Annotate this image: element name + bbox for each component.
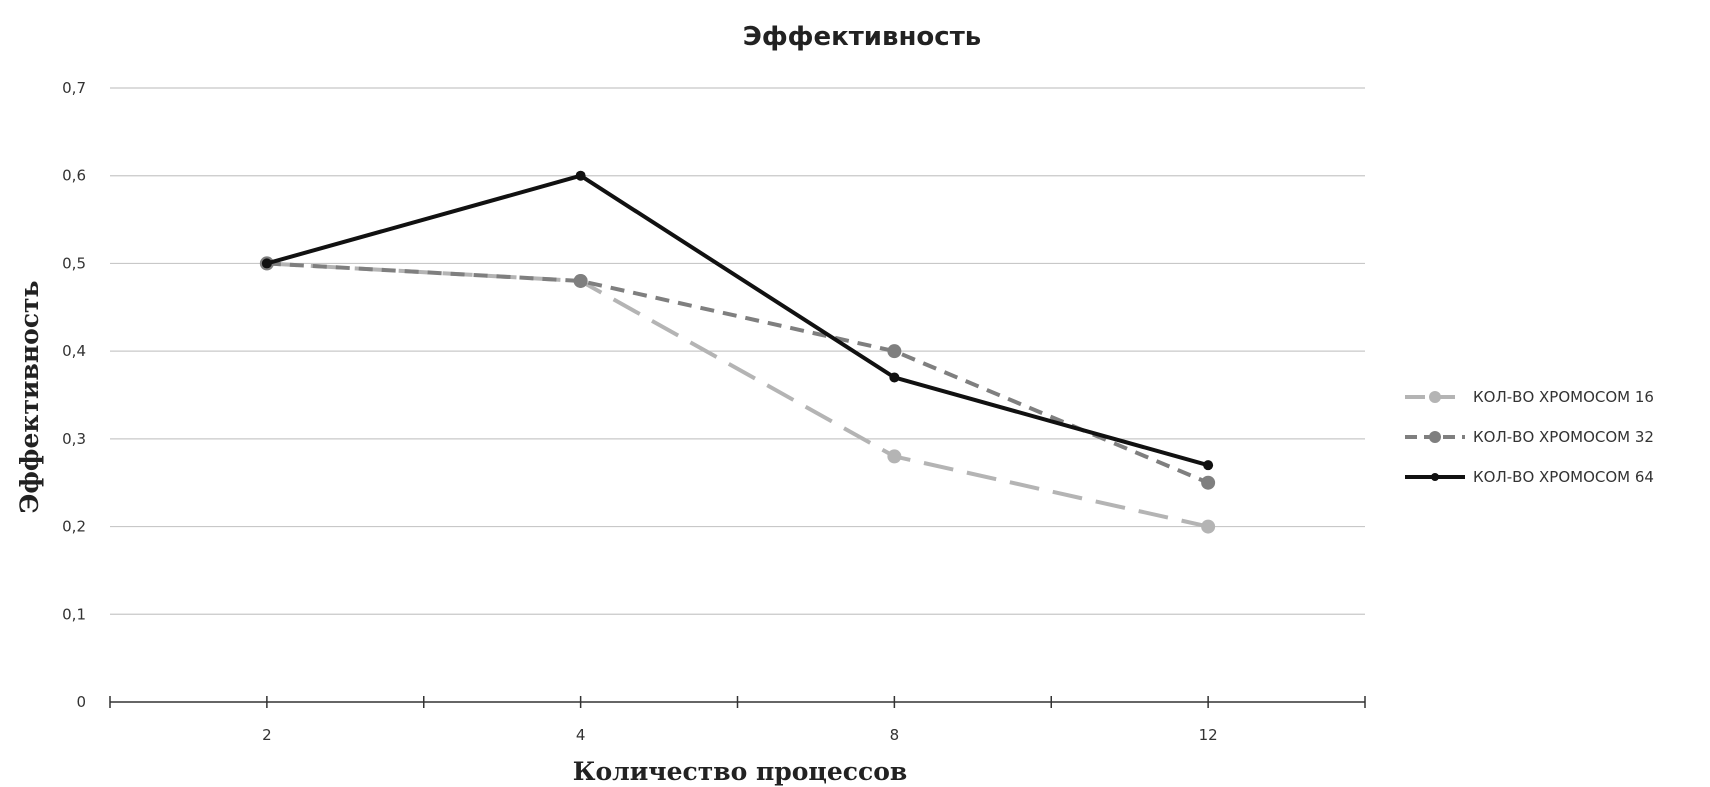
- legend-label: КОЛ-ВО ХРОМОСОМ 16: [1473, 388, 1654, 406]
- data-point: [1201, 519, 1216, 534]
- y-axis-label: Эффективность: [15, 281, 44, 514]
- data-point: [887, 449, 902, 464]
- legend-swatch-marker: [1429, 391, 1441, 403]
- y-tick-label: 0,1: [62, 605, 86, 623]
- data-point: [575, 170, 586, 181]
- series-group: [259, 170, 1216, 534]
- y-tick-label: 0,3: [62, 430, 86, 448]
- x-tick-label: 2: [262, 726, 272, 744]
- data-point: [889, 372, 900, 383]
- chart-title: Эффективность: [743, 22, 981, 52]
- y-tick-label: 0,5: [62, 254, 86, 272]
- data-point: [887, 344, 902, 359]
- x-tick-label: 8: [890, 726, 900, 744]
- x-axis-label: Количество процессов: [573, 757, 908, 786]
- y-tick-label: 0,2: [62, 518, 86, 536]
- legend-swatch-marker: [1431, 473, 1439, 481]
- series-line-3: [266, 173, 1209, 468]
- legend-label: КОЛ-ВО ХРОМОСОМ 32: [1473, 428, 1654, 446]
- y-tick-label: 0,6: [62, 167, 86, 185]
- series-line-1: [266, 261, 1209, 529]
- gridlines: [110, 87, 1365, 615]
- data-point: [261, 258, 272, 269]
- x-tick-label: 4: [576, 726, 586, 744]
- data-point: [573, 273, 588, 288]
- legend: КОЛ-ВО ХРОМОСОМ 16 КОЛ-ВО ХРОМОСОМ 32 КОЛ-…: [1405, 388, 1654, 486]
- data-point: [1201, 475, 1216, 490]
- y-tick-label: 0,7: [62, 79, 86, 97]
- x-axis: 2 4 8 12: [109, 696, 1366, 744]
- legend-swatch-marker: [1429, 431, 1441, 443]
- data-point: [1203, 460, 1214, 471]
- y-tick-label: 0,4: [62, 342, 86, 360]
- x-tick-label: 12: [1199, 726, 1218, 744]
- y-axis-ticks: 0 0,1 0,2 0,3 0,4 0,5 0,6 0,7: [62, 79, 86, 711]
- legend-label: КОЛ-ВО ХРОМОСОМ 64: [1473, 468, 1654, 486]
- y-tick-label: 0: [76, 693, 86, 711]
- series-line-2: [266, 261, 1209, 485]
